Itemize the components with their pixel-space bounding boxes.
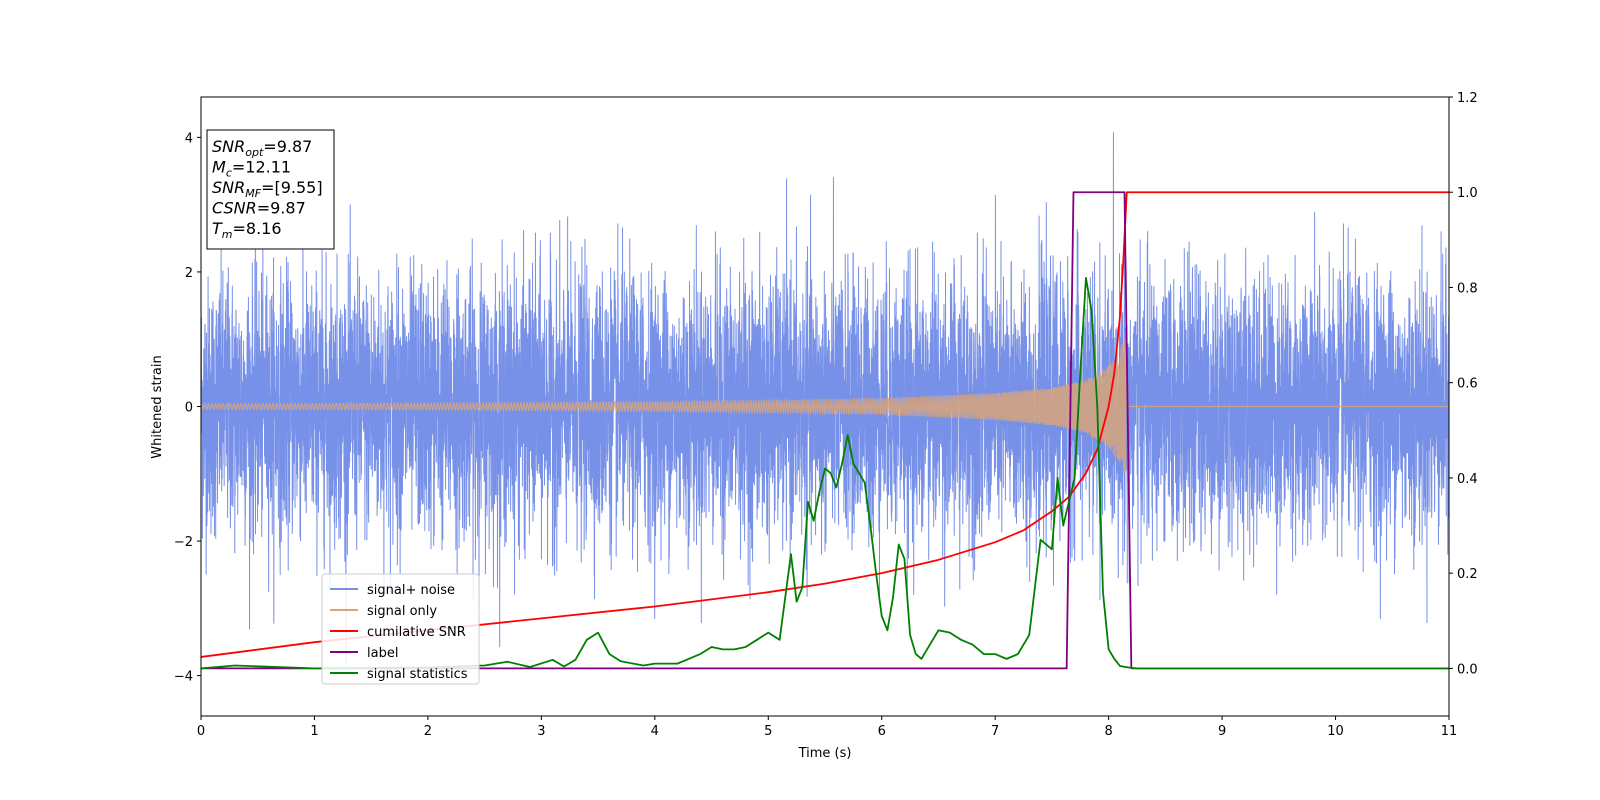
x-axis-label: Time (s) bbox=[798, 746, 852, 761]
x-tick-label: 11 bbox=[1441, 724, 1458, 739]
x-tick-label: 8 bbox=[1104, 724, 1112, 739]
x-tick-label: 2 bbox=[424, 724, 432, 739]
y-tick-label-left: 0 bbox=[185, 401, 193, 416]
legend-label: label bbox=[367, 646, 398, 661]
x-tick-label: 10 bbox=[1327, 724, 1344, 739]
stats-line: SNRopt=9.87 bbox=[212, 137, 312, 159]
legend-label: cumilative SNR bbox=[367, 625, 466, 640]
stats-value: =9.87 bbox=[257, 199, 306, 218]
x-tick-label: 0 bbox=[197, 724, 205, 739]
stats-value: =[9.55] bbox=[261, 178, 323, 197]
x-tick-label: 6 bbox=[878, 724, 886, 739]
y-tick-label-right: 0.6 bbox=[1457, 377, 1478, 392]
x-tick-label: 3 bbox=[537, 724, 545, 739]
legend-label: signal statistics bbox=[367, 667, 468, 682]
y-tick-label-left: −4 bbox=[174, 670, 193, 685]
stats-symbol: CSNR bbox=[212, 199, 257, 218]
stats-subscript: opt bbox=[245, 146, 264, 159]
stats-symbol: T bbox=[212, 219, 223, 238]
stats-value: =9.87 bbox=[263, 137, 312, 156]
y-tick-label-right: 0.8 bbox=[1457, 281, 1478, 296]
series-layer bbox=[201, 132, 1449, 670]
y-tick-label-right: 1.2 bbox=[1457, 91, 1478, 106]
y-tick-label-right: 0.4 bbox=[1457, 472, 1478, 487]
y-tick-label-right: 0.0 bbox=[1457, 662, 1478, 677]
x-tick-label: 7 bbox=[991, 724, 999, 739]
y-tick-label-right: 1.0 bbox=[1457, 186, 1478, 201]
y-tick-label-right: 0.2 bbox=[1457, 567, 1478, 582]
y-tick-label-left: 4 bbox=[185, 131, 193, 146]
series-line-signal-noise bbox=[201, 132, 1449, 665]
stats-line: Tm=8.16 bbox=[212, 219, 282, 241]
stats-symbol: SNR bbox=[212, 137, 245, 156]
stats-symbol: M bbox=[212, 158, 226, 177]
stats-value: =12.11 bbox=[232, 158, 291, 177]
stats-box-frame bbox=[206, 129, 335, 250]
x-tick-label: 1 bbox=[310, 724, 318, 739]
stats-line: Mc=12.11 bbox=[212, 158, 291, 180]
stats-subscript: MF bbox=[245, 187, 261, 200]
x-tick-label: 4 bbox=[651, 724, 659, 739]
series-line-signal-statistics bbox=[201, 277, 1449, 670]
series-line-cumilative-snr bbox=[201, 191, 1449, 658]
legend: signal+ noise signal only cumilative SNR la… bbox=[321, 573, 480, 685]
y-axis-label: Whitened strain bbox=[150, 355, 165, 458]
legend-label: signal only bbox=[367, 604, 437, 619]
series-line-signal-only bbox=[201, 335, 1449, 474]
stats-value: =8.16 bbox=[233, 219, 282, 238]
y-tick-label-left: 2 bbox=[185, 266, 193, 281]
stats-subscript: c bbox=[226, 167, 232, 180]
stats-line: CSNR=9.87 bbox=[212, 199, 306, 218]
y-tick-label-left: −2 bbox=[174, 535, 193, 550]
stats-symbol: SNR bbox=[212, 178, 245, 197]
legend-frame bbox=[321, 573, 480, 685]
stats-subscript: m bbox=[222, 228, 233, 241]
legend-label: signal+ noise bbox=[367, 583, 455, 598]
x-tick-label: 5 bbox=[764, 724, 772, 739]
axes-layer: 0 1 2 3 4 5 6 7 8 9 10 11 −4 −2 0 2 4 0.0 0.2 0.4 0.6 0.8 1.0 1… bbox=[174, 91, 1478, 739]
stats-line: SNRMF=[9.55] bbox=[212, 178, 323, 200]
x-tick-label: 9 bbox=[1218, 724, 1226, 739]
stats-box: SNRopt=9.87Mc=12.11SNRMF=[9.55]CSNR=9.87… bbox=[206, 129, 335, 250]
